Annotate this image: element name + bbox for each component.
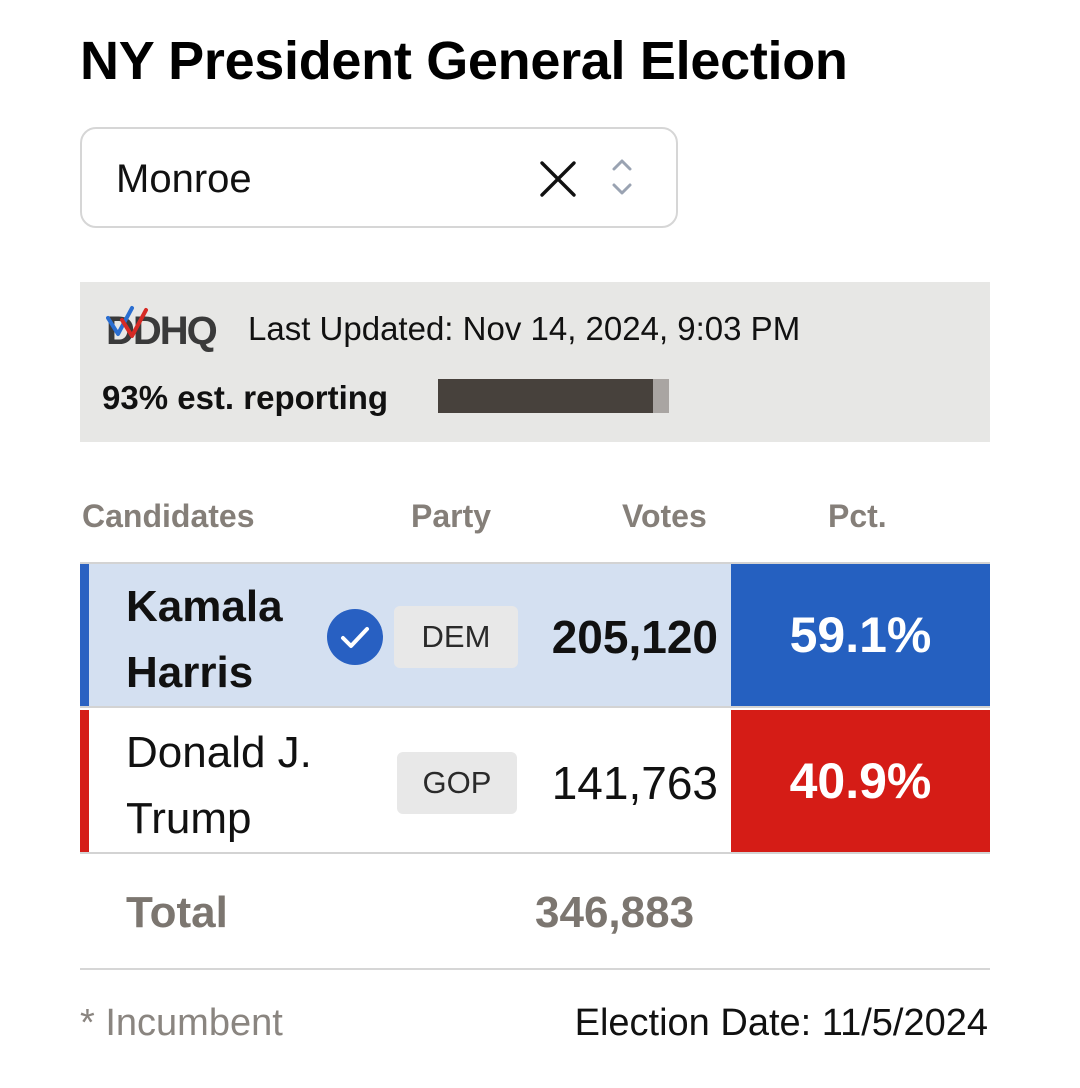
header-votes: Votes (622, 498, 707, 534)
party-stripe (80, 564, 89, 706)
table-row: Donald J. Trump GOP 141,763 40.9% (80, 710, 990, 854)
candidate-name: Kamala Harris (126, 582, 283, 697)
party-badge: GOP (397, 752, 517, 814)
ddhq-logo: DDHQ (106, 306, 219, 352)
incumbent-note: * Incumbent (80, 1002, 283, 1044)
vote-percent: 59.1% (731, 564, 990, 706)
county-select-value: Monroe (116, 157, 252, 201)
election-date: Election Date: 11/5/2024 (574, 1002, 988, 1044)
close-icon[interactable] (536, 157, 580, 201)
table-divider (80, 562, 990, 564)
county-select[interactable]: Monroe (80, 127, 678, 228)
header-candidates: Candidates (82, 498, 255, 534)
party-badge: DEM (394, 606, 518, 668)
vote-count: 141,763 (551, 757, 718, 809)
table-row: Kamala Harris DEM 205,120 59.1% (80, 564, 990, 708)
chevron-up-down-icon[interactable] (610, 157, 634, 197)
status-panel: DDHQ Last Updated: Nov 14, 2024, 9:03 PM… (80, 282, 990, 442)
footer-divider (80, 968, 990, 970)
check-circle-icon (327, 609, 383, 665)
total-label: Total (126, 888, 228, 937)
party-stripe (80, 710, 89, 852)
vote-count: 205,120 (551, 611, 718, 663)
header-pct: Pct. (828, 498, 887, 534)
logo-text: DDHQ (106, 309, 217, 352)
total-votes: 346,883 (535, 888, 695, 937)
page-title: NY President General Election (80, 31, 848, 91)
vote-percent: 40.9% (731, 710, 990, 852)
reporting-label: 93% est. reporting (102, 379, 389, 416)
last-updated: Last Updated: Nov 14, 2024, 9:03 PM (248, 310, 801, 347)
reporting-progress-bar (438, 379, 669, 413)
header-party: Party (411, 498, 492, 534)
candidate-name: Donald J. Trump (126, 728, 312, 843)
reporting-progress-fill (438, 379, 653, 413)
